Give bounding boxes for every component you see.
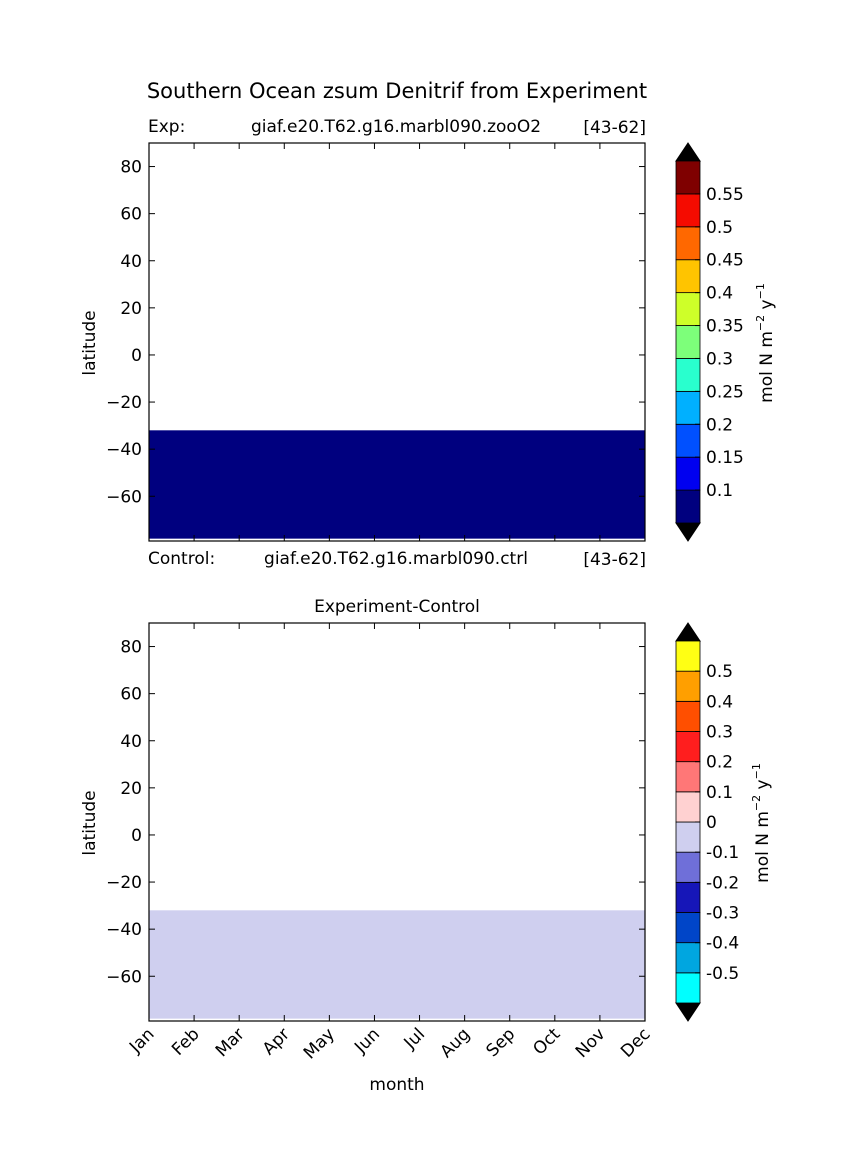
y-tick-label: 0 [131, 826, 142, 846]
colorbar-tick-label: 0.1 [706, 481, 733, 501]
colorbar-tick-label: 0.45 [706, 251, 744, 271]
colorbar-segment [675, 226, 701, 261]
colorbar-segment [675, 821, 701, 853]
y-tick-label: −60 [106, 487, 142, 507]
x-tick-label: Oct [529, 1024, 564, 1059]
colorbar-segment [675, 670, 701, 702]
top-ylabel: latitude [80, 310, 100, 375]
y-tick-label: −40 [106, 440, 142, 460]
x-tick-label: Mar [212, 1024, 249, 1061]
colorbar-segment [675, 942, 701, 974]
bottom-colorbar: -0.5 -0.4 -0.3 -0.2 -0.1 0 0.1 0.2 0.3 0.4 0.5 [675, 622, 739, 1022]
x-tick-label: Feb [168, 1024, 203, 1059]
figure-title: Southern Ocean zsum Denitrif from Experi… [147, 79, 647, 103]
x-tick-label: Jan [125, 1024, 158, 1057]
y-tick-label: −20 [106, 873, 142, 893]
colorbar-segment [675, 292, 701, 326]
colorbar-segment [675, 259, 701, 294]
colorbar-segment [675, 193, 701, 228]
colorbar-tick-label: 0.4 [706, 284, 733, 304]
top-colorbar: 0.1 0.15 0.2 0.25 0.3 0.35 0.4 0.45 0.5 0.55 [675, 142, 744, 542]
colorbar-segment [675, 851, 701, 883]
y-tick-label: 40 [120, 252, 142, 272]
x-tick-label: Dec [617, 1024, 654, 1061]
y-tick-label: −20 [106, 393, 142, 413]
data-field-fill [149, 910, 645, 1019]
colorbar-tick-label: -0.2 [706, 873, 739, 893]
control-years: [43-62] [583, 550, 646, 570]
colorbar-tick-label: 0.3 [706, 723, 733, 743]
top-heatmap-axes: 80 60 40 20 0 −20 −40 −60 [106, 142, 646, 542]
colorbar-tick-label: -0.5 [706, 964, 739, 984]
colorbar-tick-label: 0.25 [706, 382, 744, 402]
colorbar-segment [675, 456, 701, 491]
colorbar-segment [675, 358, 701, 392]
colorbar-segment [675, 325, 701, 359]
control-label: Control: [148, 549, 215, 569]
bottom-colorbar-label: mol N m−2 y−1 [750, 763, 773, 883]
colorbar-extend-max [675, 142, 701, 162]
colorbar-segment [675, 700, 701, 732]
colorbar-tick-label: 0.3 [706, 349, 733, 369]
colorbar-segment [675, 489, 701, 524]
colorbar-segment [675, 160, 701, 195]
colorbar-tick-label: -0.3 [706, 904, 739, 924]
y-tick-label: 60 [120, 685, 142, 705]
colorbar-tick-label: -0.1 [706, 843, 739, 863]
colorbar-tick-label: 0.55 [706, 185, 744, 205]
colorbar-segment [675, 761, 701, 793]
colorbar-tick-label: -0.4 [706, 934, 739, 954]
colorbar-tick-label: 0.15 [706, 448, 744, 468]
y-tick-label: 20 [120, 779, 142, 799]
colorbar-tick-label: 0.35 [706, 317, 744, 337]
colorbar-segment [675, 881, 701, 913]
exp-case-name: giaf.e20.T62.g16.marbl090.zooO2 [251, 117, 541, 137]
colorbar-tick-label: 0 [706, 813, 717, 833]
colorbar-segment [675, 390, 701, 425]
exp-label: Exp: [148, 117, 185, 137]
control-case-name: giaf.e20.T62.g16.marbl090.ctrl [264, 549, 528, 569]
colorbar-segment [675, 423, 701, 458]
x-tick-label: Aug [437, 1024, 475, 1062]
axes-frame [148, 142, 646, 542]
colorbar-segment [675, 912, 701, 944]
bottom-panel-title: Experiment-Control [314, 597, 480, 617]
colorbar-tick-label: 0.4 [706, 692, 733, 712]
y-tick-label: 80 [120, 158, 142, 178]
y-tick-label: −40 [106, 920, 142, 940]
colorbar-tick-label: 0.1 [706, 783, 733, 803]
colorbar-segment [675, 731, 701, 763]
axes-frame [148, 622, 646, 1022]
y-tick-label: −60 [106, 967, 142, 987]
y-tick-label: 60 [120, 205, 142, 225]
bottom-heatmap-axes: 80 60 40 20 0 −20 −40 −60 Jan Feb Mar Apr May Jun Jul A… [106, 622, 655, 1063]
colorbar-tick-label: 0.2 [706, 415, 733, 435]
y-tick-label: 20 [120, 299, 142, 319]
colorbar-tick-label: 0.5 [706, 218, 733, 238]
x-axis-label: month [369, 1075, 424, 1095]
colorbar-extend-max [675, 622, 701, 642]
x-tick-label: Nov [572, 1024, 610, 1062]
y-tick-label: 80 [120, 638, 142, 658]
colorbar-tick-label: 0.5 [706, 662, 733, 682]
colorbar-extend-min [675, 1002, 701, 1022]
data-field-fill [149, 430, 645, 539]
top-colorbar-label: mol N m−2 y−1 [754, 283, 777, 403]
x-tick-label: Apr [259, 1024, 294, 1059]
x-tick-label: Sep [482, 1024, 519, 1061]
y-tick-label: 0 [131, 346, 142, 366]
colorbar-segment [675, 640, 701, 672]
x-tick-label: Jul [400, 1024, 429, 1053]
x-tick-label: May [300, 1024, 339, 1063]
y-tick-label: 40 [120, 732, 142, 752]
exp-years: [43-62] [583, 118, 646, 138]
bottom-ylabel: latitude [80, 790, 100, 855]
colorbar-segment [675, 791, 701, 823]
x-tick-label: Jun [350, 1024, 384, 1058]
colorbar-segment [675, 972, 701, 1004]
colorbar-extend-min [675, 522, 701, 542]
colorbar-tick-label: 0.2 [706, 753, 733, 773]
